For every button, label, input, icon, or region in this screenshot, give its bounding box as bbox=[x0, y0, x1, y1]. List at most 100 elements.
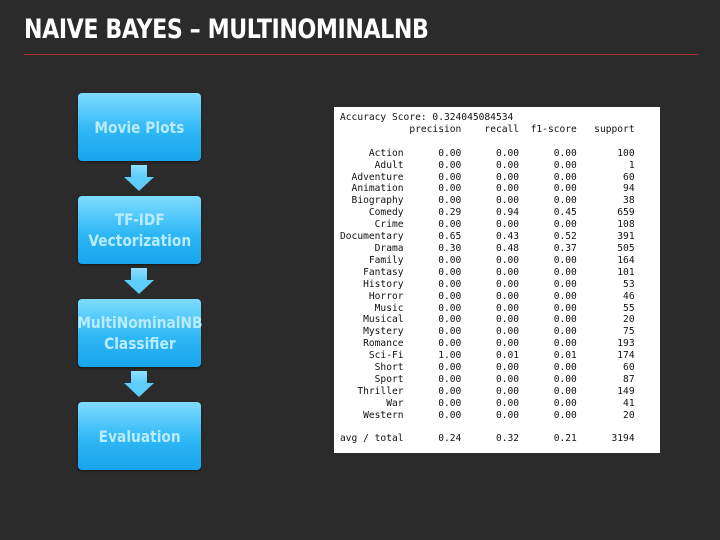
recall-value: 0.00 bbox=[461, 219, 520, 231]
step-label: Movie Plots bbox=[94, 117, 185, 137]
row-label: Sci-Fi bbox=[340, 350, 404, 362]
support-value: 55 bbox=[576, 302, 635, 314]
column-header: recall bbox=[461, 123, 520, 135]
step-evaluation: Evaluation bbox=[78, 402, 201, 470]
f1-score-value: 0.37 bbox=[519, 242, 577, 254]
support-value: 87 bbox=[576, 373, 635, 385]
support-value: 94 bbox=[576, 183, 635, 195]
row-label: Horror bbox=[340, 290, 404, 302]
f1-score-value: 0.00 bbox=[519, 385, 577, 397]
recall-value: 0.00 bbox=[461, 159, 520, 171]
support-value: 101 bbox=[576, 266, 635, 278]
row-label: Adult bbox=[340, 159, 404, 171]
accuracy-score: Accuracy Score: 0.324045084534 bbox=[340, 112, 514, 123]
recall-value: 0.00 bbox=[461, 290, 520, 302]
recall-value: 0.00 bbox=[461, 195, 520, 207]
precision-value: 0.29 bbox=[403, 207, 462, 219]
row-label: Action bbox=[340, 147, 404, 159]
precision-value: 0.30 bbox=[403, 242, 462, 254]
recall-value: 0.94 bbox=[461, 207, 520, 219]
precision-value: 0.00 bbox=[403, 385, 462, 397]
row-label: Family bbox=[340, 254, 404, 266]
row-label: Documentary bbox=[340, 231, 404, 243]
f1-score-value: 0.00 bbox=[519, 219, 577, 231]
precision-value: 0.00 bbox=[403, 362, 462, 374]
f1-score-value: 0.00 bbox=[519, 266, 577, 278]
precision-value: 0.00 bbox=[403, 183, 462, 195]
support-value: 38 bbox=[576, 195, 635, 207]
column-header: f1-score bbox=[519, 123, 577, 135]
precision-value: 0.24 bbox=[403, 433, 462, 445]
recall-value: 0.01 bbox=[461, 350, 520, 362]
f1-score-value: 0.00 bbox=[519, 195, 577, 207]
support-value: 1 bbox=[576, 159, 635, 171]
recall-value: 0.32 bbox=[461, 433, 520, 445]
recall-value: 0.00 bbox=[461, 254, 520, 266]
step-movie-plots: Movie Plots bbox=[78, 93, 201, 161]
f1-score-value: 0.01 bbox=[519, 350, 577, 362]
support-value: 3194 bbox=[576, 433, 635, 445]
support-value: 46 bbox=[576, 290, 635, 302]
f1-score-value: 0.00 bbox=[519, 314, 577, 326]
step-label: Evaluation bbox=[98, 426, 181, 446]
row-label: Thriller bbox=[340, 385, 404, 397]
support-value: 75 bbox=[576, 326, 635, 338]
recall-value: 0.43 bbox=[461, 231, 520, 243]
f1-score-value: 0.00 bbox=[519, 171, 577, 183]
classification-report: Accuracy Score: 0.324045084534 precision… bbox=[334, 107, 660, 453]
precision-value: 0.00 bbox=[403, 219, 462, 231]
recall-value: 0.00 bbox=[461, 409, 520, 421]
row-label: Comedy bbox=[340, 207, 404, 219]
precision-value: 0.00 bbox=[403, 171, 462, 183]
row-label: avg / total bbox=[340, 433, 404, 445]
support-value: 149 bbox=[576, 385, 635, 397]
support-value: 60 bbox=[576, 362, 635, 374]
f1-score-value: 0.00 bbox=[519, 409, 577, 421]
f1-score-value: 0.21 bbox=[519, 433, 577, 445]
f1-score-value: 0.00 bbox=[519, 338, 577, 350]
recall-value: 0.00 bbox=[461, 171, 520, 183]
row-label: Crime bbox=[340, 219, 404, 231]
recall-value: 0.48 bbox=[461, 242, 520, 254]
precision-value: 0.00 bbox=[403, 314, 462, 326]
row-label: Fantasy bbox=[340, 266, 404, 278]
down-arrow-icon bbox=[124, 165, 154, 191]
precision-value: 0.00 bbox=[403, 195, 462, 207]
precision-value: 0.00 bbox=[403, 409, 462, 421]
recall-value: 0.00 bbox=[461, 385, 520, 397]
f1-score-value: 0.00 bbox=[519, 254, 577, 266]
row-label: Romance bbox=[340, 338, 404, 350]
recall-value: 0.00 bbox=[461, 326, 520, 338]
recall-value: 0.00 bbox=[461, 338, 520, 350]
recall-value: 0.00 bbox=[461, 314, 520, 326]
precision-value: 0.00 bbox=[403, 302, 462, 314]
precision-value: 0.65 bbox=[403, 231, 462, 243]
f1-score-value: 0.52 bbox=[519, 231, 577, 243]
row-label: War bbox=[340, 397, 404, 409]
support-value: 505 bbox=[576, 242, 635, 254]
row-label: Animation bbox=[340, 183, 404, 195]
precision-value: 1.00 bbox=[403, 350, 462, 362]
recall-value: 0.00 bbox=[461, 147, 520, 159]
f1-score-value: 0.00 bbox=[519, 159, 577, 171]
precision-value: 0.00 bbox=[403, 373, 462, 385]
support-value: 60 bbox=[576, 171, 635, 183]
step-tfidf-vectorization: TF-IDF Vectorization bbox=[78, 196, 201, 264]
row-label: Drama bbox=[340, 242, 404, 254]
support-value: 391 bbox=[576, 231, 635, 243]
precision-value: 0.00 bbox=[403, 254, 462, 266]
support-value: 20 bbox=[576, 314, 635, 326]
recall-value: 0.00 bbox=[461, 362, 520, 374]
f1-score-value: 0.00 bbox=[519, 147, 577, 159]
f1-score-value: 0.00 bbox=[519, 278, 577, 290]
f1-score-value: 0.45 bbox=[519, 207, 577, 219]
row-label: Adventure bbox=[340, 171, 404, 183]
precision-value: 0.00 bbox=[403, 290, 462, 302]
precision-value: 0.00 bbox=[403, 147, 462, 159]
precision-value: 0.00 bbox=[403, 326, 462, 338]
precision-value: 0.00 bbox=[403, 338, 462, 350]
row-label: History bbox=[340, 278, 404, 290]
row-label: Biography bbox=[340, 195, 404, 207]
row-label: Musical bbox=[340, 314, 404, 326]
recall-value: 0.00 bbox=[461, 373, 520, 385]
